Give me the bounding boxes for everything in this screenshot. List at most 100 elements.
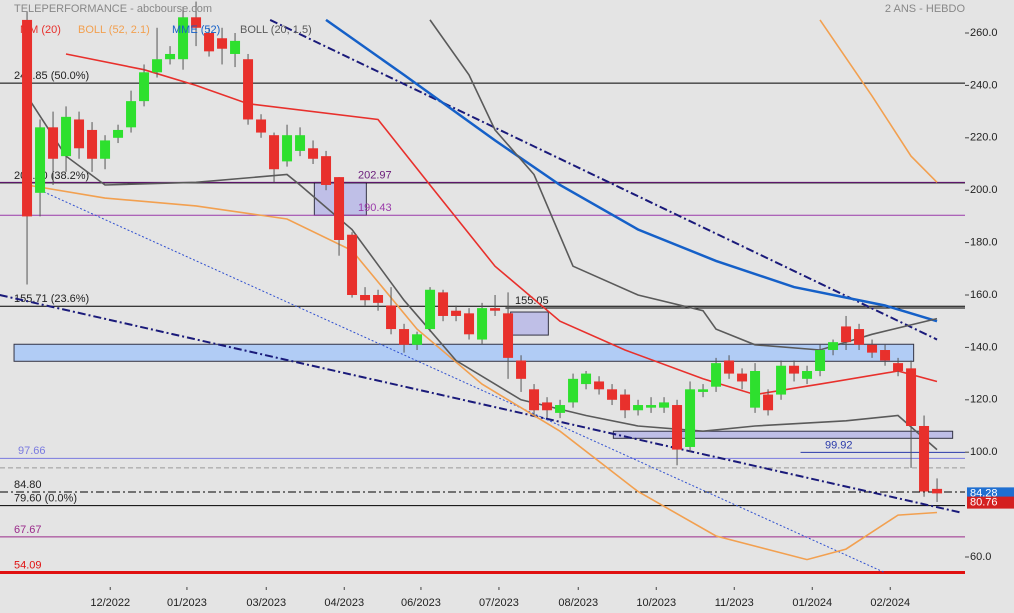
candle-body <box>113 129 124 138</box>
price-tag <box>967 496 1014 509</box>
y-tick-label: 140.0 <box>970 341 998 353</box>
level-label: 190.43 <box>358 202 392 214</box>
legend-entry: MM (20) <box>20 24 61 36</box>
candle-body <box>217 38 228 49</box>
candle-body <box>334 177 345 240</box>
y-tick-label: 160.0 <box>970 289 998 301</box>
chart-title: TELEPERFORMANCE - abcbourse.com <box>14 3 212 15</box>
candle-body <box>620 394 631 411</box>
candle-body <box>425 289 436 330</box>
candle-body <box>867 344 878 353</box>
candle-body <box>412 334 423 345</box>
level-label: 97.66 <box>18 445 46 457</box>
level-label: 202.80 (38.2%) <box>14 170 89 182</box>
indicator-line <box>819 19 938 183</box>
candle-body <box>451 310 462 316</box>
candle-body <box>321 156 332 185</box>
y-tick-label: 120.0 <box>970 394 998 406</box>
trendline <box>39 189 886 574</box>
y-tick-label: 260.0 <box>970 27 998 39</box>
axis-panel <box>965 0 1014 613</box>
trendline <box>269 19 938 341</box>
y-tick-label: 240.0 <box>970 79 998 91</box>
candle-body <box>256 119 267 133</box>
candle-body <box>503 313 514 358</box>
candle-body <box>841 326 852 343</box>
candle-body <box>126 101 137 128</box>
candle-body <box>308 148 319 159</box>
candle-body <box>243 59 254 120</box>
y-tick-label: 220.0 <box>970 132 998 144</box>
candle-body <box>373 295 384 303</box>
candle-body <box>386 305 397 330</box>
candle-body <box>516 360 527 379</box>
y-tick-label: 100.0 <box>970 446 998 458</box>
candle-body <box>633 405 644 411</box>
candle-body <box>74 119 85 149</box>
candle-body <box>529 389 540 411</box>
level-label: 79.60 (0.0%) <box>14 493 77 505</box>
candle-body <box>802 370 813 379</box>
candle-body <box>100 140 111 159</box>
candle-body <box>230 40 241 54</box>
level-label: 240.85 (50.0%) <box>14 70 89 82</box>
candle-body <box>568 378 579 403</box>
candle-body <box>815 350 826 371</box>
candle-body <box>178 17 189 60</box>
x-tick-label: 11/2023 <box>715 597 754 609</box>
candle-body <box>789 365 800 374</box>
x-tick-label: 08/2023 <box>558 597 598 609</box>
legend-entry: BOLL (52, 2.1) <box>78 24 150 36</box>
candle-body <box>581 373 592 385</box>
candle-body <box>880 350 891 361</box>
candle-body <box>750 370 761 408</box>
candle-body <box>269 135 280 170</box>
zone <box>510 311 549 336</box>
x-tick-label: 12/2022 <box>90 597 130 609</box>
candle-body <box>906 368 917 426</box>
x-tick-label: 01/2023 <box>167 597 207 609</box>
x-tick-label: 01/2024 <box>792 597 832 609</box>
candle-body <box>646 405 657 408</box>
candle-body <box>555 405 566 413</box>
candle-body <box>490 308 501 311</box>
level-label: 155.71 (23.6%) <box>14 293 89 305</box>
candle-body <box>191 17 202 28</box>
indicator-line <box>65 53 938 396</box>
candle-body <box>35 127 46 193</box>
chart-subtitle: 2 ANS - HEBDO <box>885 3 966 15</box>
candle-body <box>22 19 33 217</box>
candle-body <box>542 402 553 411</box>
candle-body <box>399 329 410 345</box>
candle-body <box>165 53 176 60</box>
candle-body <box>854 329 865 345</box>
level-label: 84.80 <box>14 479 42 491</box>
level-label: 67.67 <box>14 524 42 536</box>
candle-body <box>763 394 774 411</box>
y-tick-label: 180.0 <box>970 237 998 249</box>
zone <box>612 430 954 439</box>
indicator-line <box>325 18 938 323</box>
candle-body <box>607 389 618 400</box>
candle-body <box>828 342 839 351</box>
candle-body <box>932 488 943 494</box>
level-label: 99.92 <box>825 439 853 451</box>
candle-body <box>295 135 306 151</box>
candle-body <box>87 129 98 159</box>
candle-body <box>893 363 904 371</box>
x-tick-label: 04/2023 <box>324 597 364 609</box>
x-tick-label: 06/2023 <box>401 597 441 609</box>
candle-body <box>438 292 449 316</box>
candle-body <box>698 389 709 392</box>
candle-body <box>139 72 150 102</box>
candle-body <box>724 360 735 374</box>
level-label: 202.97 <box>358 169 392 181</box>
trendline <box>0 294 961 514</box>
x-tick-label: 03/2023 <box>246 597 286 609</box>
candle-body <box>659 402 670 408</box>
candle-body <box>360 295 371 301</box>
candle-body <box>776 365 787 395</box>
candle-body <box>204 33 215 52</box>
legend-entry: MME (52) <box>172 24 220 36</box>
